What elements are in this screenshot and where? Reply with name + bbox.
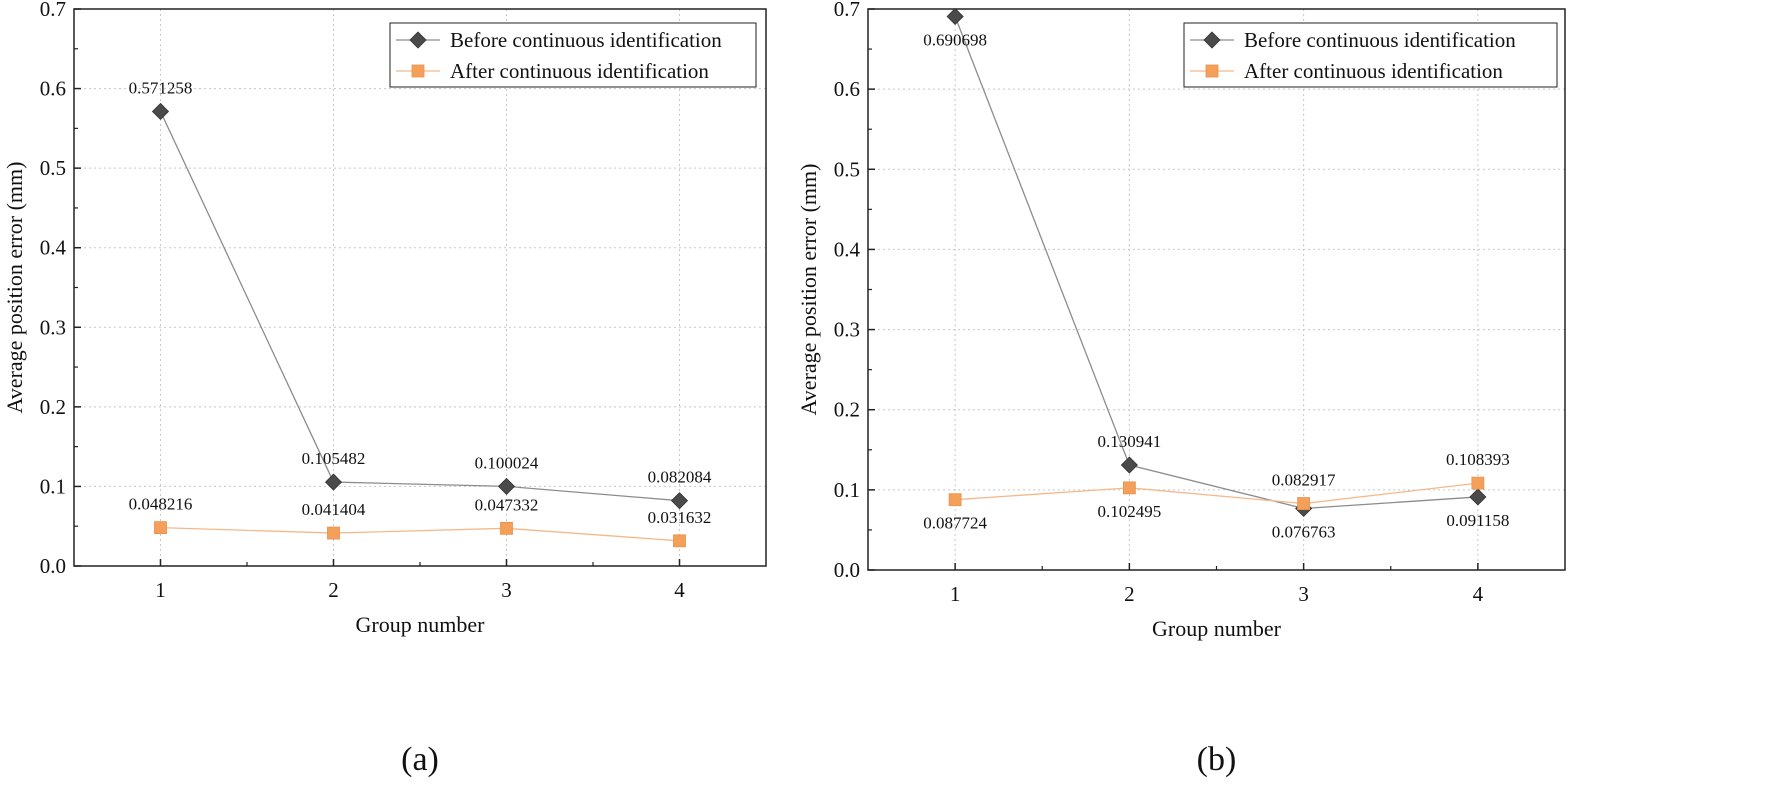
series-1-point xyxy=(497,477,516,495)
data-label: 0.031632 xyxy=(648,508,712,527)
data-label: 0.087724 xyxy=(923,514,987,533)
x-tick-label: 2 xyxy=(1124,582,1135,606)
series-line-2 xyxy=(955,482,1478,505)
series-1-point xyxy=(151,102,170,121)
data-label: 0.047332 xyxy=(475,495,539,514)
series-2-point xyxy=(327,526,340,540)
y-tick-label: 0.0 xyxy=(834,558,860,582)
legend: Before continuous identification After co… xyxy=(389,22,757,88)
series-1-point xyxy=(1469,488,1487,506)
y-tick-label: 0.4 xyxy=(834,237,861,261)
x-tick-label: 2 xyxy=(328,578,339,602)
data-label: 0.690698 xyxy=(923,30,987,49)
legend-box xyxy=(1183,22,1558,88)
data-label: 0.100024 xyxy=(475,453,539,472)
series-2-point xyxy=(500,521,513,535)
x-tick-label: 1 xyxy=(950,582,961,606)
data-label: 0.048216 xyxy=(129,495,193,514)
series-2-point xyxy=(948,493,962,507)
y-tick-label: 0.5 xyxy=(40,156,66,180)
series-1-point xyxy=(324,473,343,491)
y-tick-label: 0.2 xyxy=(834,398,860,422)
panel-label: (b) xyxy=(1197,741,1237,778)
series-2-point xyxy=(1122,481,1136,495)
series-line-2 xyxy=(160,526,680,542)
x-tick-label: 3 xyxy=(1298,582,1309,606)
x-tick-label: 4 xyxy=(674,578,685,602)
data-label: 0.076763 xyxy=(1272,522,1336,541)
data-label: 0.091158 xyxy=(1446,511,1509,530)
chart-panel-1: 0.0 0.1 0.2 0.3 0.4 0.5 0.6 0.7 1 2 3 4 Group number… xyxy=(2,0,767,778)
legend-marker-2 xyxy=(411,64,425,78)
y-axis-title: Average position error (mm) xyxy=(796,164,821,416)
x-axis-title: Group number xyxy=(356,612,486,637)
y-axis-title: Average position error (mm) xyxy=(2,162,27,414)
legend: Before continuous identification After co… xyxy=(1183,22,1558,88)
series-2-point xyxy=(673,534,686,548)
y-tick-label: 0.3 xyxy=(40,315,66,339)
legend-label-1: Before continuous identification xyxy=(1244,28,1516,52)
legend-box xyxy=(389,22,757,88)
x-tick-label: 4 xyxy=(1473,582,1484,606)
series-line-1 xyxy=(954,16,1478,510)
data-label: 0.571258 xyxy=(129,78,193,97)
y-tick-label: 0.5 xyxy=(834,157,860,181)
panel-label: (a) xyxy=(401,741,439,778)
data-label: 0.041404 xyxy=(302,500,366,519)
x-tick-label: 3 xyxy=(501,578,512,602)
y-tick-label: 0.2 xyxy=(40,395,66,419)
y-tick-label: 0.1 xyxy=(40,474,66,498)
plot-frame xyxy=(867,8,1566,571)
x-axis-title: Group number xyxy=(1152,616,1282,641)
y-tick-label: 0.4 xyxy=(40,236,67,260)
legend-marker-1 xyxy=(409,31,427,49)
data-label: 0.082917 xyxy=(1272,471,1336,490)
data-label: 0.102495 xyxy=(1098,502,1162,521)
data-label: 0.108393 xyxy=(1446,450,1510,469)
x-tick-label: 1 xyxy=(155,578,166,602)
y-tick-label: 0.3 xyxy=(834,318,860,342)
series-1-point xyxy=(946,7,964,26)
series-line-1 xyxy=(159,111,680,502)
data-label: 0.082084 xyxy=(648,468,712,487)
chart-panel-2: 0.0 0.1 0.2 0.3 0.4 0.5 0.6 0.7 1 2 3 4 Group number… xyxy=(796,0,1566,778)
y-tick-label: 0.0 xyxy=(40,554,66,578)
y-tick-label: 0.6 xyxy=(40,77,66,101)
data-label: 0.105482 xyxy=(302,449,366,468)
series-2-point xyxy=(1471,476,1485,490)
data-label: 0.130941 xyxy=(1098,432,1162,451)
y-tick-label: 0.1 xyxy=(834,478,860,502)
legend-label-1: Before continuous identification xyxy=(450,28,722,52)
legend-label-2: After continuous identification xyxy=(450,59,709,83)
legend-marker-1 xyxy=(1203,31,1221,49)
legend-label-2: After continuous identification xyxy=(1244,59,1503,83)
series-2-point xyxy=(1297,497,1311,510)
y-tick-label: 0.6 xyxy=(834,77,860,101)
y-tick-label: 0.7 xyxy=(834,0,860,21)
legend-marker-2 xyxy=(1205,64,1219,78)
series-1-point xyxy=(1120,456,1138,474)
y-tick-label: 0.7 xyxy=(40,0,66,21)
series-2-point xyxy=(154,521,167,535)
series-1-point xyxy=(670,492,689,510)
